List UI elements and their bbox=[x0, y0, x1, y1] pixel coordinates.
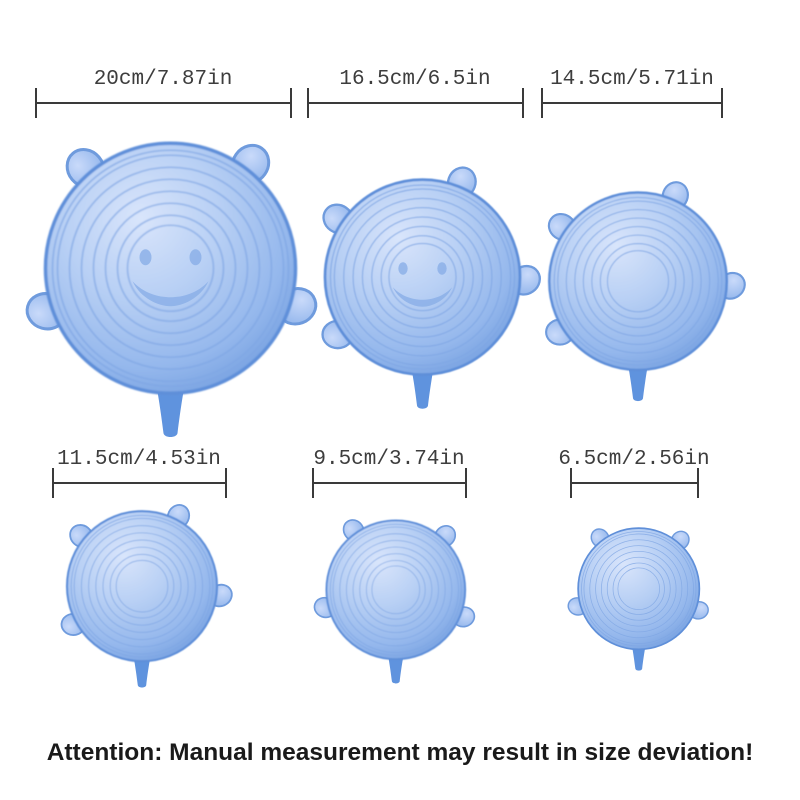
svg-text:14.5cm/5.71in: 14.5cm/5.71in bbox=[550, 68, 714, 91]
svg-text:6.5cm/2.56in: 6.5cm/2.56in bbox=[558, 448, 709, 471]
svg-text:16.5cm/6.5in: 16.5cm/6.5in bbox=[339, 68, 490, 91]
svg-text:9.5cm/3.74in: 9.5cm/3.74in bbox=[313, 448, 464, 471]
svg-text:20cm/7.87in: 20cm/7.87in bbox=[94, 68, 233, 91]
svg-text:11.5cm/4.53in: 11.5cm/4.53in bbox=[57, 448, 221, 471]
